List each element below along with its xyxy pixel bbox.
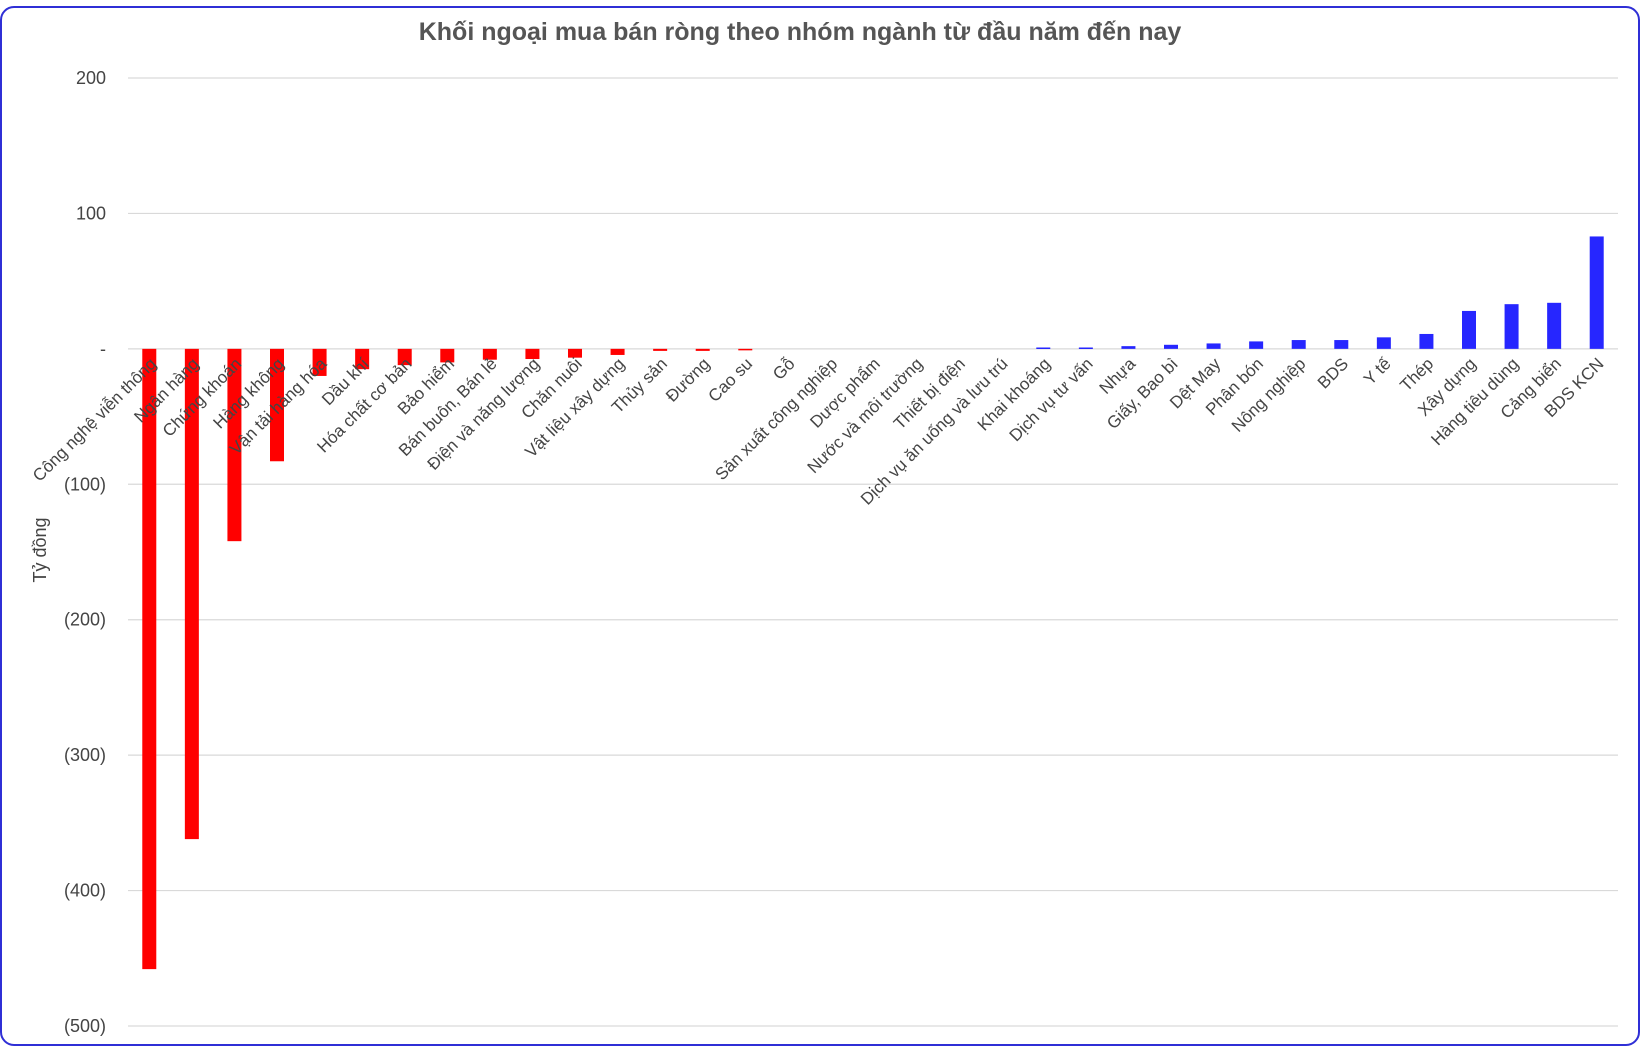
y-tick-label: (500) [64, 1016, 106, 1036]
bar [1547, 302, 1562, 349]
bar [355, 348, 370, 370]
y-tick-label: (200) [64, 610, 106, 630]
bar [1078, 347, 1093, 350]
bar [1164, 344, 1178, 349]
bar [312, 348, 327, 376]
y-tick-label: - [100, 339, 106, 359]
bar [525, 348, 540, 360]
bar [653, 348, 668, 351]
gridlines [128, 77, 1618, 1027]
bar [1589, 236, 1604, 349]
bar [1504, 304, 1519, 349]
x-tick-label: Y tế [1360, 354, 1395, 389]
y-axis-label: Tỷ đồng [30, 517, 50, 582]
bar [1036, 347, 1051, 350]
bar [695, 348, 710, 351]
bar [184, 348, 199, 840]
x-tick-label: Gỗ [769, 354, 798, 383]
bar [1419, 333, 1434, 349]
x-tick-label: BDS [1314, 354, 1352, 392]
y-tick-label: 200 [76, 68, 106, 88]
y-tick-label: (100) [64, 474, 106, 494]
bar [142, 348, 157, 970]
bar [227, 348, 242, 542]
y-axis-ticks: 200 100 - (100) (200) (300) (400) (500) [64, 68, 106, 1036]
bar [270, 348, 284, 462]
bar [1206, 343, 1221, 349]
bar [1462, 310, 1476, 349]
bar [1121, 346, 1136, 349]
bar [440, 348, 455, 363]
y-tick-label: (400) [64, 881, 106, 901]
y-tick-label: (300) [64, 745, 106, 765]
bar [1334, 340, 1349, 349]
x-tick-label: Đường [662, 354, 713, 405]
bars [142, 236, 1604, 970]
bar [568, 348, 582, 358]
bar [610, 348, 625, 355]
chart-title: Khối ngoại mua bán ròng theo nhóm ngành … [418, 18, 1182, 46]
bar [738, 348, 753, 351]
x-tick-label: Cao su [705, 354, 757, 406]
bar [1376, 337, 1391, 349]
bar [397, 348, 412, 366]
y-tick-label: 100 [76, 203, 106, 223]
bar [1291, 340, 1306, 349]
bar [482, 348, 497, 360]
bar [1249, 341, 1264, 349]
